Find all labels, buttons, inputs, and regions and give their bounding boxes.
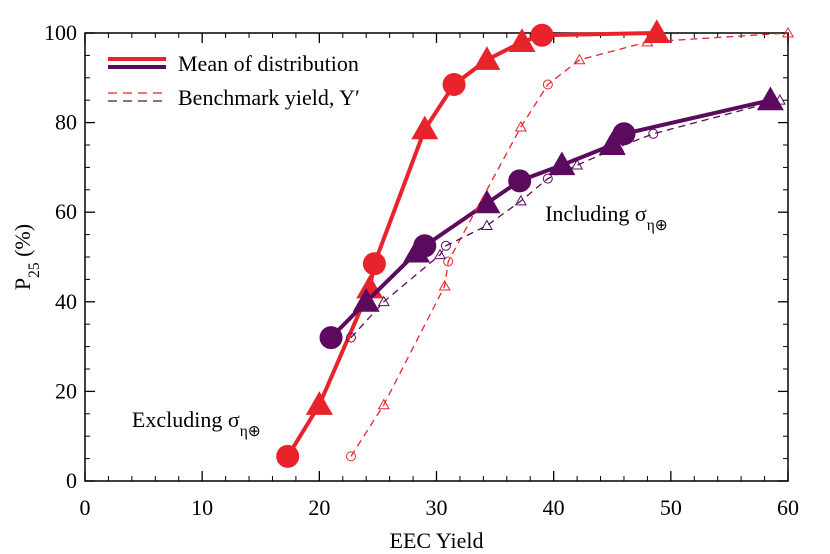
point-circle [440,240,451,251]
point-triangle [352,288,380,312]
subscript: 25 [26,262,43,278]
y-tick-label: 20 [55,378,77,403]
x-tick-label: 60 [777,495,799,520]
legend-label: Benchmark yield, Y′ [178,85,360,110]
point-triangle [573,53,586,65]
point-triangle [473,189,501,214]
text-part: (%) [10,224,35,262]
text-part: Excluding σ [132,407,240,432]
point-triangle [643,19,671,43]
y-tick-label: 60 [55,199,77,224]
point-circle [276,444,300,468]
x-tick-label: 50 [660,495,682,520]
legend-label: Mean of distribution [178,51,359,76]
series-line [350,32,789,457]
text-part: Including σ [545,201,647,226]
point-circle [319,326,343,350]
point-circle [542,79,553,90]
point-circle [345,451,356,462]
point-triangle [433,248,447,260]
point-circle [362,252,386,276]
point-triangle [781,26,795,38]
x-tick-label: 30 [426,495,448,520]
annotation: Including ση⊕ [545,201,668,234]
point-circle [508,169,532,193]
subscript: η⊕ [240,423,261,440]
x-tick-label: 10 [191,495,213,520]
point-triangle [480,219,493,231]
y-tick-label: 80 [55,110,77,135]
x-tick-label: 0 [80,495,91,520]
point-triangle [508,28,536,52]
point-circle [542,173,553,184]
point-circle [648,128,659,139]
plot-frame [84,32,789,482]
point-triangle [377,398,390,410]
y-axis-label: P25 (%) [10,224,43,290]
y-tick-label: 100 [44,20,77,45]
point-triangle [411,115,439,140]
point-triangle [377,295,390,307]
y-tick-label: 0 [66,468,77,493]
point-triangle [305,391,333,415]
series-line [350,99,780,339]
point-triangle [473,46,501,70]
x-tick-label: 40 [543,495,565,520]
point-triangle [571,158,584,170]
point-triangle [641,35,654,47]
point-circle [612,122,636,146]
subscript: η⊕ [647,217,668,234]
y-tick-label: 40 [55,289,77,314]
annotation: Excluding ση⊕ [132,407,261,440]
point-circle [443,256,454,267]
point-circle [442,73,466,97]
point-triangle [773,94,786,105]
point-triangle [514,194,527,206]
point-circle [345,332,356,343]
point-circle [413,234,437,258]
x-axis-label: EEC Yield [390,528,484,553]
point-triangle [438,279,451,291]
point-triangle [612,141,625,152]
point-triangle [756,86,784,111]
x-tick-label: 20 [308,495,330,520]
point-circle [530,23,554,47]
text-part: P [10,278,35,290]
point-triangle [514,120,527,132]
